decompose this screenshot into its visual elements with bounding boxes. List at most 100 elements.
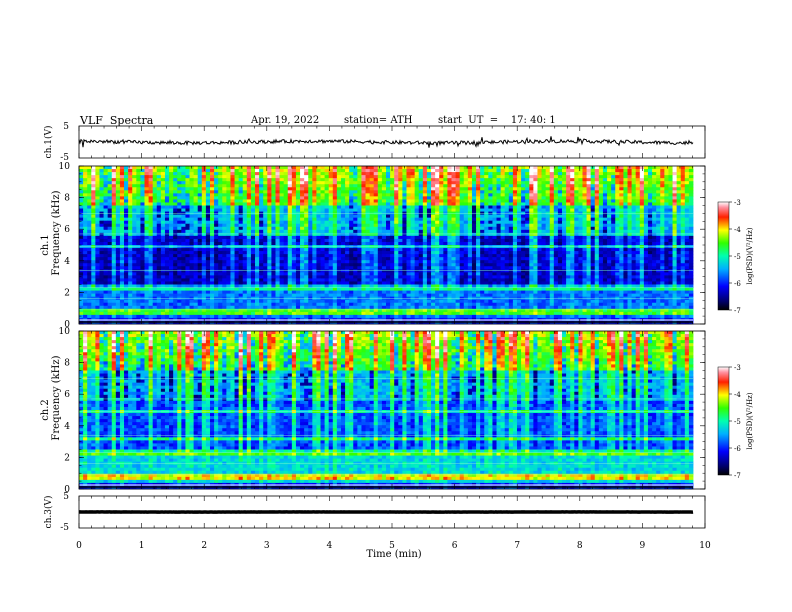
spectrogram-cell — [329, 181, 333, 184]
spectrogram-cell — [398, 218, 402, 221]
spectrogram-cell — [488, 178, 492, 181]
spectrogram-cell — [427, 199, 431, 202]
spectrogram-cell — [648, 251, 652, 254]
spectrogram-cell — [582, 233, 586, 236]
spectrogram-cell — [525, 239, 529, 242]
spectrogram-cell — [169, 263, 173, 266]
spectrogram-cell — [177, 184, 181, 187]
spectrogram-cell — [181, 178, 185, 181]
spectrogram-cell — [321, 169, 325, 172]
spectrogram-cell — [619, 172, 623, 175]
spectrogram-cell — [574, 248, 578, 251]
spectrogram-cell — [615, 181, 619, 184]
spectrogram-cell — [464, 202, 468, 205]
spectrogram-cell — [607, 187, 611, 190]
spectrogram-cell — [345, 199, 349, 202]
spectrogram-cell — [288, 169, 292, 172]
spectrogram-cell — [325, 233, 329, 236]
spectrogram-cell — [664, 242, 668, 245]
spectrogram-cell — [136, 221, 140, 224]
spectrogram-cell — [255, 206, 259, 209]
spectrogram-cell — [325, 187, 329, 190]
spectrogram-cell — [83, 209, 87, 212]
spectrogram-cell — [259, 166, 263, 169]
spectrogram-cell — [681, 257, 685, 260]
spectrogram-cell — [243, 172, 247, 175]
spectrogram-cell — [325, 221, 329, 224]
spectrogram-cell — [513, 169, 517, 172]
spectrogram-cell — [116, 242, 120, 245]
spectrogram-cell — [374, 218, 378, 221]
spectrogram-cell — [255, 230, 259, 233]
spectrogram-cell — [533, 218, 537, 221]
spectrogram-cell — [382, 239, 386, 242]
spectrogram-cell — [456, 187, 460, 190]
spectrogram-cell — [108, 251, 112, 254]
spectrogram-cell — [173, 263, 177, 266]
spectrogram-cell — [99, 233, 103, 236]
spectrogram-cell — [226, 187, 230, 190]
spectrogram-cell — [230, 169, 234, 172]
spectrogram-cell — [87, 193, 91, 196]
spectrogram-cell — [157, 236, 161, 239]
spectrogram-cell — [656, 224, 660, 227]
spectrogram-cell — [337, 190, 341, 193]
spectrogram-cell — [206, 263, 210, 266]
spectrogram-cell — [435, 184, 439, 187]
spectrogram-cell — [173, 169, 177, 172]
spectrogram-cell — [591, 218, 595, 221]
spectrogram-cell — [402, 218, 406, 221]
spectrogram-cell — [398, 209, 402, 212]
spectrogram-cell — [300, 181, 304, 184]
spectrogram-cell — [112, 215, 116, 218]
spectrogram-cell — [226, 175, 230, 178]
spectrogram-cell — [198, 236, 202, 239]
spectrogram-cell — [161, 199, 165, 202]
spectrogram-cell — [267, 169, 271, 172]
spectrogram-cell — [247, 260, 251, 263]
spectrogram-cell — [218, 224, 222, 227]
spectrogram-cell — [542, 187, 546, 190]
spectrogram-cell — [235, 239, 239, 242]
spectrogram-cell — [251, 230, 255, 233]
spectrogram-cell — [668, 248, 672, 251]
spectrogram-cell — [271, 248, 275, 251]
spectrogram-cell — [214, 263, 218, 266]
spectrogram-cell — [689, 187, 693, 190]
spectrogram-cell — [673, 209, 677, 212]
spectrogram-cell — [288, 209, 292, 212]
spectrogram-cell — [591, 251, 595, 254]
spectrogram-cell — [595, 230, 599, 233]
spectrogram-cell — [677, 169, 681, 172]
spectrogram-cell — [497, 260, 501, 263]
spectrogram-cell — [104, 199, 108, 202]
spectrogram-cell — [87, 199, 91, 202]
spectrogram-cell — [95, 175, 99, 178]
spectrogram-cell — [599, 166, 603, 169]
spectrogram-cell — [292, 209, 296, 212]
spectrogram-cell — [517, 166, 521, 169]
spectrogram-cell — [677, 227, 681, 230]
spectrogram-cell — [570, 193, 574, 196]
spectrogram-cell — [476, 233, 480, 236]
spectrogram-cell — [537, 239, 541, 242]
spectrogram-cell — [361, 224, 365, 227]
spectrogram-cell — [116, 209, 120, 212]
spectrogram-cell — [177, 181, 181, 184]
spectrogram-cell — [570, 206, 574, 209]
spectrogram-cell — [259, 260, 263, 263]
spectrogram-cell — [537, 169, 541, 172]
spectrogram-cell — [271, 215, 275, 218]
spectrogram-cell — [353, 254, 357, 257]
spectrogram-cell — [91, 221, 95, 224]
spectrogram-cell — [497, 230, 501, 233]
spectrogram-cell — [550, 254, 554, 257]
spectrogram-cell — [202, 227, 206, 230]
spectrogram-cell — [361, 206, 365, 209]
spectrogram-cell — [374, 193, 378, 196]
spectrogram-cell — [562, 260, 566, 263]
spectrogram-cell — [271, 218, 275, 221]
spectrogram-cell — [525, 260, 529, 263]
spectrogram-cell — [99, 187, 103, 190]
spectrogram-cell — [537, 196, 541, 199]
